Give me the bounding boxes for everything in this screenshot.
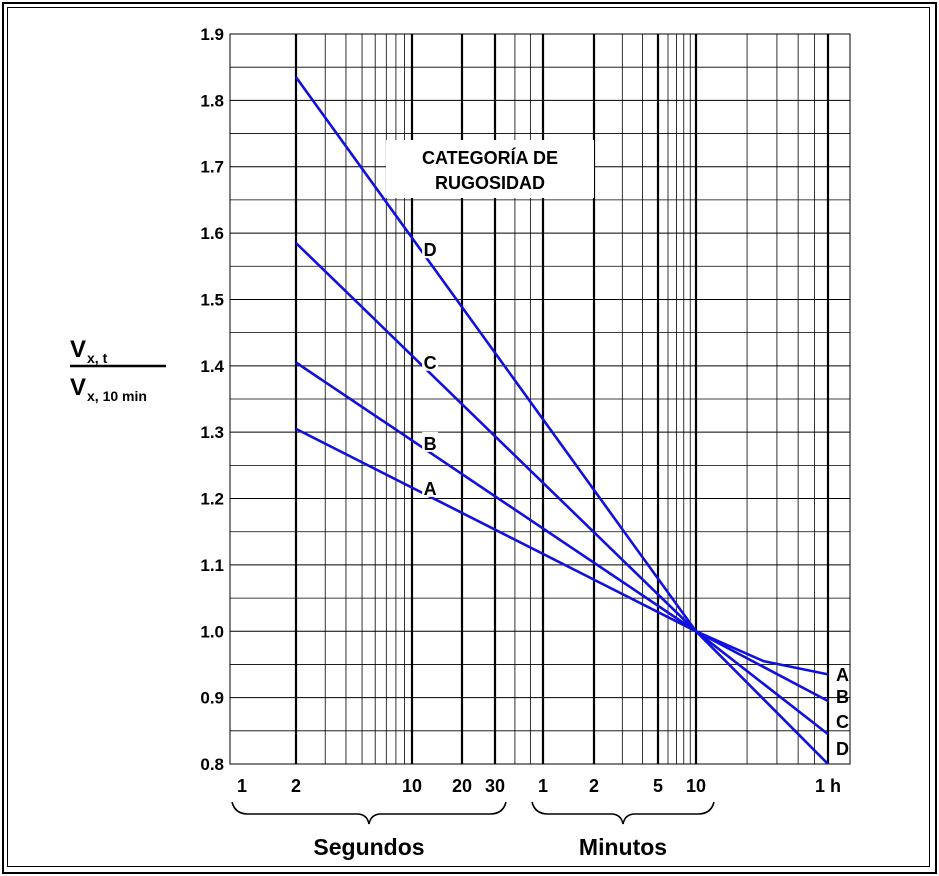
series-lines [294,76,829,765]
y-label-numerator: Vx, t [70,336,108,366]
series-end-label-d: D [836,739,849,759]
x-group-brace [531,801,715,825]
series-mid-label-bg [422,350,439,371]
series-mid-label-a: A [424,479,437,499]
y-tick-label: 1.5 [200,290,224,309]
series-mid-label-d: D [424,240,437,260]
y-tick-label: 1.2 [200,490,224,509]
y-tick-label: 1.6 [200,224,224,243]
x-group-brace [231,801,507,825]
x-tick-label: 5 [653,776,663,796]
y-label-denominator-main: V [70,374,86,401]
y-tick-label: 1.8 [200,91,224,110]
y-label-numerator-main: V [70,336,86,363]
series-mid-label-bg [422,431,439,452]
x-group-label: Segundos [313,834,424,860]
x-tick-label: 1 [237,776,247,796]
x-tick-label: 2 [291,776,301,796]
plot-border [229,33,851,765]
series-mid-label-c: C [424,353,437,373]
series-mid-label-bg [422,238,439,259]
y-tick-label: 1.0 [200,622,224,641]
series-end-label-a: A [836,665,849,685]
series-end-label-c: C [836,712,849,732]
x-group-label: Minutos [579,834,667,860]
x-tick-label: 20 [452,776,472,796]
x-tick-label: 30 [485,776,505,796]
x-group-braces: Segundos Minutos [231,801,715,860]
x-tick-label: 2 [589,776,599,796]
x-tick-label: 1 [538,776,548,796]
x-tick-label: 1 h [815,776,841,796]
y-axis-label: Vx, t Vx, 10 min [70,336,166,404]
category-title-line-2: RUGOSIDAD [435,173,545,193]
y-tick-label: 1.3 [200,423,224,442]
x-tick-labels: 1 2 10 20 30 1 2 5 10 1 h [237,776,841,796]
y-tick-label: 1.4 [200,357,224,376]
category-title-line-1: CATEGORÍA DE [422,147,558,168]
category-annotation-box: CATEGORÍA DE RUGOSIDAD [386,140,594,198]
y-tick-labels: 0.8 0.9 1.0 1.1 1.2 1.3 1.4 1.5 1.6 1.7 1.8 1.9 [200,25,224,774]
series-line-a [295,427,829,676]
y-tick-label: 0.8 [200,755,224,774]
series-end-label-b: B [836,687,849,707]
series-line-d [294,76,829,765]
y-label-denominator-sub: x, 10 min [87,388,147,404]
series-mid-label-bg [422,476,439,497]
y-tick-label: 1.9 [200,25,224,44]
y-label-numerator-sub: x, t [87,350,108,366]
x-tick-label: 10 [402,776,422,796]
inner-frame [7,7,930,867]
y-label-denominator: Vx, 10 min [70,374,147,404]
category-annotation-background [386,140,594,198]
y-tick-label: 1.1 [200,556,224,575]
y-tick-label: 1.7 [200,158,224,177]
x-tick-label: 10 [686,776,706,796]
y-tick-label: 0.9 [200,689,224,708]
series-mid-label-b: B [424,434,437,454]
series-mid-labels: A B C D [422,238,439,499]
